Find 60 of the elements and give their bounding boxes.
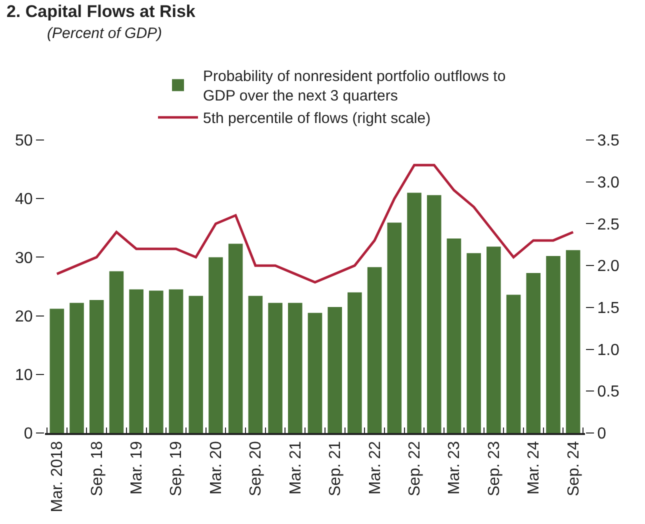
bar [248, 296, 263, 433]
x-tick-label: Mar. 2018 [49, 441, 66, 512]
y2-tick-label: 0 [597, 426, 606, 443]
bar [268, 302, 282, 433]
x-tick-label: Mar. 24 [526, 441, 543, 495]
bar [387, 222, 402, 433]
bar [407, 192, 422, 433]
legend-label: 5th percentile of flows (right scale) [203, 110, 431, 128]
bar [168, 289, 184, 433]
y-tick-label: 0 [24, 426, 33, 443]
bar [50, 308, 64, 433]
y-tick-label: 30 [15, 250, 33, 267]
bar [426, 195, 442, 433]
y-tick-label: 20 [15, 308, 33, 326]
y2-tick-label: 0.5 [597, 384, 620, 401]
x-tick-label: Mar. 20 [208, 441, 225, 495]
bar [109, 271, 124, 433]
bar [566, 250, 580, 433]
bar [486, 246, 501, 433]
bar [348, 292, 362, 433]
chart-title: 2. Capital Flows at Risk [6, 2, 196, 22]
bar [228, 244, 243, 433]
bar [149, 290, 164, 433]
y-tick-label: 40 [15, 191, 33, 208]
bar [546, 256, 560, 433]
bar [526, 273, 541, 433]
y2-tick-label: 1.5 [597, 300, 620, 318]
y-tick-label: 10 [15, 367, 33, 384]
bar [208, 257, 223, 433]
bar [288, 302, 302, 433]
y2-tick-label: 2.0 [597, 258, 620, 276]
x-tick-label: Sep. 19 [168, 441, 186, 496]
line-series [56, 164, 574, 284]
x-tick-label: Mar. 23 [446, 441, 464, 495]
bar [367, 267, 382, 433]
x-tick-label: Sep. 18 [88, 441, 106, 496]
y-tick-label: 50 [15, 132, 33, 150]
x-tick-label: Mar. 21 [287, 441, 304, 495]
x-tick-label: Sep. 20 [248, 441, 265, 496]
bar [328, 307, 342, 433]
bar [466, 253, 481, 433]
y2-tick-label: 3.5 [597, 132, 620, 150]
y2-tick-label: 3.0 [597, 174, 620, 192]
x-tick-label: Sep. 21 [327, 441, 344, 496]
bar [446, 238, 462, 433]
bar [308, 312, 322, 433]
bar [188, 296, 204, 433]
x-tick-label: Sep. 22 [406, 441, 424, 496]
x-tick-label: Mar. 19 [128, 441, 146, 495]
bar [70, 302, 84, 433]
y2-tick-label: 2.5 [597, 216, 620, 234]
bar [89, 300, 104, 433]
bar [129, 289, 144, 433]
legend-label: Probability of nonresident portfolio outflows to GDP over the next 3 quarters [203, 68, 506, 105]
chart-subtitle: (Percent of GDP) [47, 25, 162, 42]
x-tick-label: Sep. 24 [565, 441, 582, 496]
bar [506, 294, 521, 433]
y2-tick-label: 1.0 [597, 342, 620, 359]
x-tick-label: Sep. 23 [486, 441, 503, 496]
x-tick-label: Mar. 22 [366, 441, 384, 495]
